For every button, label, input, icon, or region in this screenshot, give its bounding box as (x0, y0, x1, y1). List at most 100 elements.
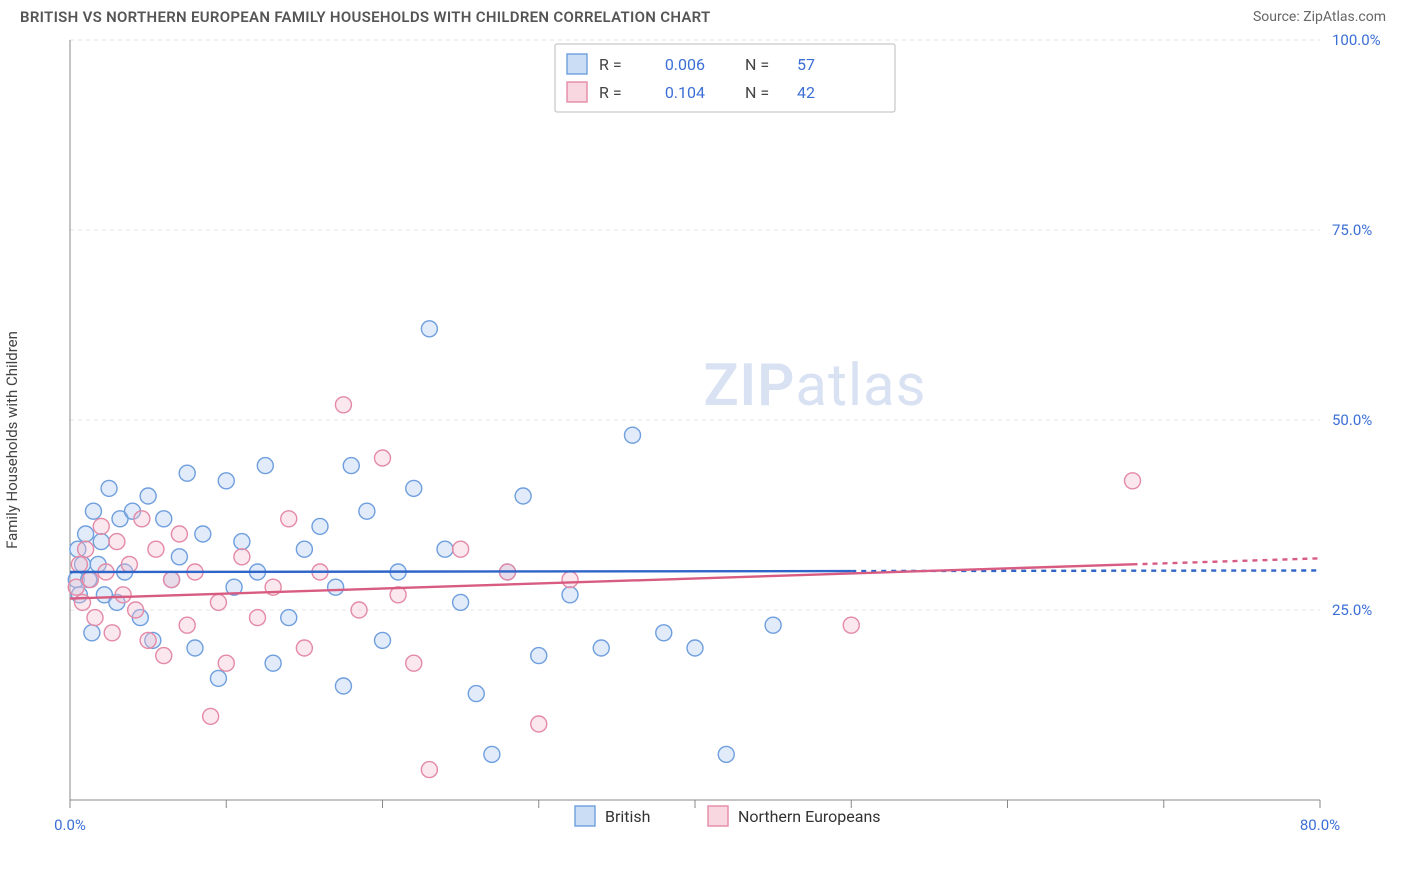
scatter-point-british (93, 534, 109, 550)
scatter-point-northern (121, 556, 137, 572)
legend-n-value-northern: 42 (797, 83, 815, 102)
scatter-point-british (257, 458, 273, 474)
x-tick-label: 80.0% (1300, 816, 1340, 834)
scatter-point-british (85, 503, 101, 519)
source-credit: Source: ZipAtlas.com (1253, 9, 1386, 25)
scatter-point-british (328, 579, 344, 595)
legend-r-value-northern: 0.104 (665, 83, 705, 102)
legend-swatch-british (567, 54, 587, 74)
scatter-point-northern (128, 602, 144, 618)
header-bar: BRITISH VS NORTHERN EUROPEAN FAMILY HOUS… (0, 0, 1406, 30)
legend-swatch-northern (567, 82, 587, 102)
scatter-point-british (234, 534, 250, 550)
bottom-legend-label-british: British (605, 807, 650, 826)
scatter-point-british (515, 488, 531, 504)
scatter-point-british (171, 549, 187, 565)
scatter-point-british (687, 640, 703, 656)
trendline-british (70, 571, 851, 572)
scatter-point-northern (210, 594, 226, 610)
legend-r-label: R = (599, 55, 622, 74)
scatter-point-british (195, 526, 211, 542)
scatter-point-northern (421, 762, 437, 778)
chart-container: Family Households with Children 25.0%50.… (20, 30, 1386, 850)
scatter-point-british (140, 488, 156, 504)
scatter-point-british (312, 518, 328, 534)
y-tick-label: 50.0% (1332, 411, 1372, 429)
scatter-point-british (210, 670, 226, 686)
scatter-point-british (406, 480, 422, 496)
bottom-legend-label-northern: Northern Europeans (738, 807, 881, 826)
scatter-point-northern (1125, 473, 1141, 489)
scatter-point-british (468, 686, 484, 702)
legend-n-label: N = (745, 55, 769, 74)
scatter-point-british (78, 526, 94, 542)
scatter-point-northern (351, 602, 367, 618)
scatter-point-northern (531, 716, 547, 732)
scatter-point-british (187, 640, 203, 656)
scatter-point-northern (843, 617, 859, 633)
scatter-point-northern (78, 541, 94, 557)
scatter-point-northern (104, 625, 120, 641)
x-tick-label: 0.0% (54, 816, 86, 834)
y-tick-label: 75.0% (1332, 221, 1372, 239)
scatter-point-northern (87, 610, 103, 626)
scatter-point-northern (406, 655, 422, 671)
scatter-point-british (718, 746, 734, 762)
scatter-point-northern (75, 594, 91, 610)
scatter-point-british (265, 655, 281, 671)
legend-n-label: N = (745, 83, 769, 102)
scatter-point-northern (234, 549, 250, 565)
scatter-point-northern (156, 648, 172, 664)
scatter-point-northern (218, 655, 234, 671)
scatter-point-british (453, 594, 469, 610)
scatter-point-northern (82, 572, 98, 588)
scatter-point-british (625, 427, 641, 443)
scatter-point-british (531, 648, 547, 664)
scatter-point-british (375, 632, 391, 648)
scatter-point-northern (179, 617, 195, 633)
source-name: ZipAtlas.com (1303, 9, 1386, 25)
scatter-point-northern (171, 526, 187, 542)
scatter-point-british (437, 541, 453, 557)
scatter-point-northern (250, 610, 266, 626)
scatter-point-british (84, 625, 100, 641)
watermark: ZIPatlas (703, 352, 926, 420)
trendline-dashed-northern (1133, 558, 1321, 564)
legend-n-value-british: 57 (797, 55, 815, 74)
scatter-point-northern (93, 518, 109, 534)
y-axis-label: Family Households with Children (3, 331, 21, 549)
scatter-point-british (562, 587, 578, 603)
scatter-point-northern (296, 640, 312, 656)
scatter-point-british (593, 640, 609, 656)
scatter-point-northern (148, 541, 164, 557)
scatter-point-british (179, 465, 195, 481)
scatter-point-northern (281, 511, 297, 527)
scatter-point-northern (375, 450, 391, 466)
scatter-point-northern (71, 556, 87, 572)
scatter-point-northern (562, 572, 578, 588)
scatter-point-british (101, 480, 117, 496)
source-label: Source: (1253, 9, 1303, 25)
scatter-point-british (296, 541, 312, 557)
scatter-point-northern (140, 632, 156, 648)
scatter-point-british (156, 511, 172, 527)
scatter-point-northern (115, 587, 131, 603)
scatter-point-northern (164, 572, 180, 588)
bottom-legend-swatch-northern (708, 806, 728, 826)
scatter-chart: 25.0%50.0%75.0%100.0%0.0%80.0%ZIPatlasR … (20, 30, 1386, 850)
scatter-point-british (656, 625, 672, 641)
bottom-legend-swatch-british (575, 806, 595, 826)
scatter-point-northern (203, 708, 219, 724)
legend-r-value-british: 0.006 (665, 55, 705, 74)
scatter-point-british (343, 458, 359, 474)
scatter-point-british (359, 503, 375, 519)
scatter-point-british (218, 473, 234, 489)
scatter-point-british (765, 617, 781, 633)
scatter-point-british (484, 746, 500, 762)
scatter-point-northern (453, 541, 469, 557)
scatter-point-british (335, 678, 351, 694)
legend-r-label: R = (599, 83, 622, 102)
scatter-point-northern (134, 511, 150, 527)
y-tick-label: 100.0% (1332, 31, 1381, 49)
scatter-point-british (281, 610, 297, 626)
